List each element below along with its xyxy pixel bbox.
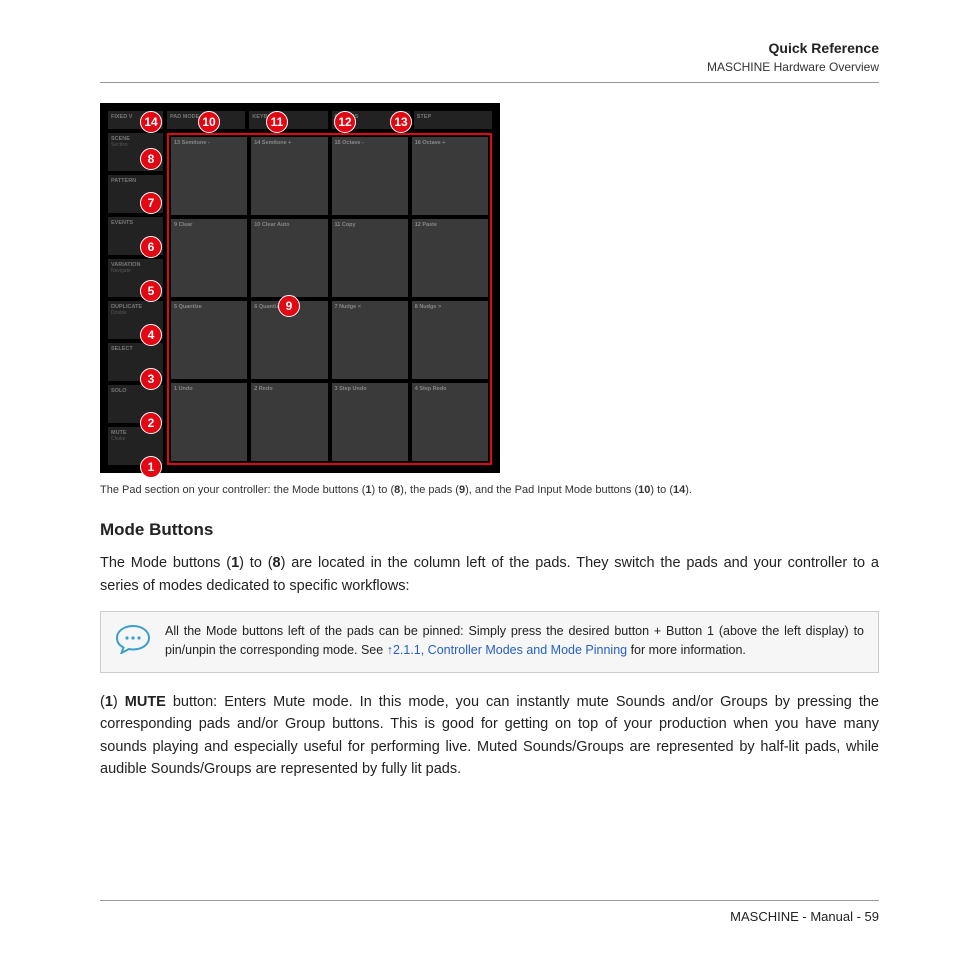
callout-marker: 10 xyxy=(198,111,220,133)
tip-box: All the Mode buttons left of the pads ca… xyxy=(100,611,879,673)
pad: 9 Clear xyxy=(171,219,247,297)
mute-paragraph: (1) MUTE button: Enters Mute mode. In th… xyxy=(100,691,879,781)
figure-caption: The Pad section on your controller: the … xyxy=(100,483,879,498)
header-subtitle: MASCHINE Hardware Overview xyxy=(100,60,879,74)
pad: 8 Nudge > xyxy=(412,301,488,379)
page-footer: MASCHINE - Manual - 59 xyxy=(100,900,879,924)
callout-marker: 5 xyxy=(140,280,162,302)
pad: 1 Undo xyxy=(171,383,247,461)
section-heading: Mode Buttons xyxy=(100,520,879,540)
page-header: Quick Reference MASCHINE Hardware Overvi… xyxy=(100,40,879,83)
pad: 12 Paste xyxy=(412,219,488,297)
header-title: Quick Reference xyxy=(100,40,879,56)
pad: 11 Copy xyxy=(332,219,408,297)
callout-marker: 2 xyxy=(140,412,162,434)
pad: 3 Step Undo xyxy=(332,383,408,461)
callout-marker: 6 xyxy=(140,236,162,258)
intro-paragraph: The Mode buttons (1) to (8) are located … xyxy=(100,552,879,597)
pad-grid-outline: 13 Semitone -14 Semitone +15 Octave -16 … xyxy=(167,133,492,465)
callout-marker: 12 xyxy=(334,111,356,133)
pad: 5 Quantize xyxy=(171,301,247,379)
callout-marker: 7 xyxy=(140,192,162,214)
top-mode-button: KEYBOARD xyxy=(249,111,327,129)
cross-ref-link[interactable]: ↑2.1.1, Controller Modes and Mode Pinnin… xyxy=(387,643,627,657)
callout-marker: 3 xyxy=(140,368,162,390)
pad: 10 Clear Auto xyxy=(251,219,327,297)
pad: 14 Semitone + xyxy=(251,137,327,215)
callout-marker: 14 xyxy=(140,111,162,133)
pad-section-figure: FIXED VPAD MODEKEYBOARDCHORDSSTEP SCENES… xyxy=(100,103,500,473)
pad: 15 Octave - xyxy=(332,137,408,215)
top-mode-button: STEP xyxy=(414,111,492,129)
pad: 4 Step Redo xyxy=(412,383,488,461)
speech-bubble-icon xyxy=(115,624,151,654)
callout-marker: 11 xyxy=(266,111,288,133)
tip-text: All the Mode buttons left of the pads ca… xyxy=(165,622,864,660)
pad: 13 Semitone - xyxy=(171,137,247,215)
pad: 2 Redo xyxy=(251,383,327,461)
pad: 16 Octave + xyxy=(412,137,488,215)
caption-text: The Pad section on your controller: the … xyxy=(100,484,365,496)
callout-marker: 1 xyxy=(140,456,162,478)
footer-text: MASCHINE - Manual - 59 xyxy=(730,909,879,924)
pad: 7 Nudge < xyxy=(332,301,408,379)
callout-marker: 8 xyxy=(140,148,162,170)
callout-marker: 4 xyxy=(140,324,162,346)
callout-marker: 9 xyxy=(278,295,300,317)
callout-marker: 13 xyxy=(390,111,412,133)
